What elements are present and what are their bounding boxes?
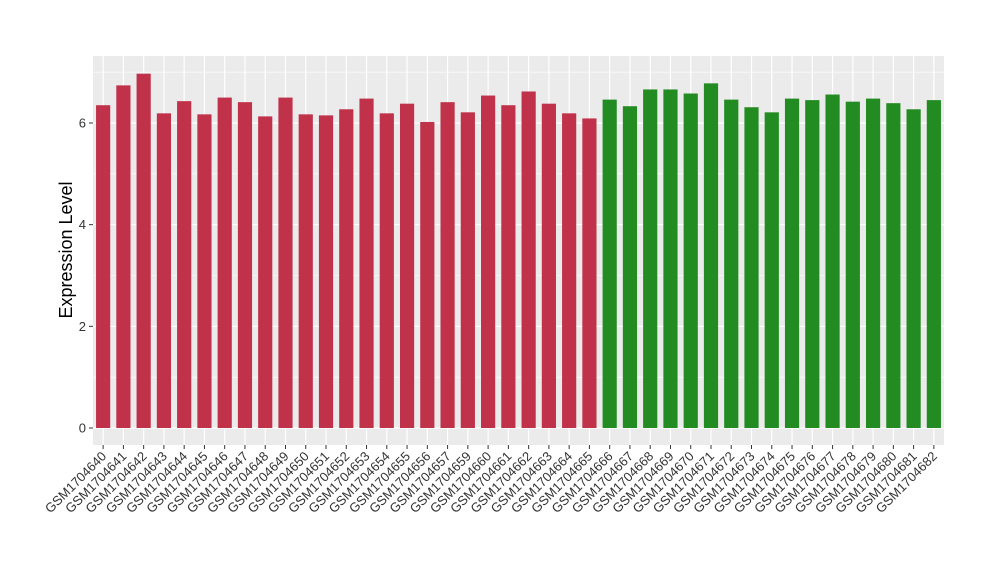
bar-GSM1704671	[703, 83, 719, 428]
bar-GSM1704657	[440, 102, 455, 429]
plot-panel	[93, 56, 944, 445]
bar-GSM1704650	[298, 114, 313, 428]
bar-GSM1704676	[805, 100, 820, 428]
bar-GSM1704656	[420, 121, 435, 428]
bars-group	[96, 73, 941, 429]
bar-GSM1704670	[683, 93, 698, 429]
bar-GSM1704669	[663, 89, 678, 428]
bar-GSM1704661	[501, 105, 516, 428]
y-tick-label: 4	[79, 217, 86, 232]
bar-GSM1704647	[237, 102, 253, 429]
bar-GSM1704643	[156, 113, 172, 428]
y-axis-title: Expression Level	[56, 181, 76, 318]
bar-GSM1704646	[217, 97, 232, 428]
bar-GSM1704652	[339, 109, 354, 429]
bar-GSM1704662	[521, 91, 536, 428]
bar-GSM1704663	[541, 103, 556, 428]
bar-GSM1704668	[643, 89, 658, 428]
bar-GSM1704653	[359, 98, 374, 428]
bar-GSM1704654	[379, 113, 394, 428]
bar-GSM1704677	[825, 94, 840, 429]
bar-GSM1704667	[622, 106, 638, 428]
bar-GSM1704682	[926, 100, 941, 428]
bar-GSM1704645	[197, 114, 212, 428]
bar-GSM1704678	[845, 101, 860, 429]
bar-GSM1704659	[460, 112, 475, 428]
bar-GSM1704679	[865, 98, 881, 428]
bar-GSM1704644	[177, 101, 192, 429]
bar-GSM1704672	[724, 99, 739, 428]
bar-GSM1704660	[481, 95, 496, 429]
y-tick-label: 6	[79, 116, 86, 131]
bar-GSM1704673	[744, 107, 759, 428]
bar-GSM1704655	[399, 103, 415, 428]
bar-GSM1704666	[602, 99, 617, 428]
bar-GSM1704651	[318, 115, 334, 428]
y-tick-label: 2	[79, 319, 86, 334]
bar-GSM1704641	[116, 85, 131, 428]
bar-GSM1704665	[582, 118, 597, 429]
bar-GSM1704648	[258, 116, 273, 429]
bar-GSM1704680	[886, 103, 901, 429]
y-axis: 0 2 4 6	[79, 116, 93, 436]
y-tick-label: 0	[79, 421, 86, 436]
bar-GSM1704674	[764, 112, 779, 428]
bar-GSM1704640	[96, 105, 111, 428]
x-axis: GSM1704640GSM1704641GSM1704642GSM1704643…	[42, 445, 940, 516]
bar-GSM1704681	[906, 109, 921, 429]
bar-GSM1704642	[136, 73, 151, 429]
bar-GSM1704649	[278, 97, 293, 428]
bar-GSM1704664	[562, 113, 577, 428]
bar-GSM1704675	[784, 98, 800, 428]
